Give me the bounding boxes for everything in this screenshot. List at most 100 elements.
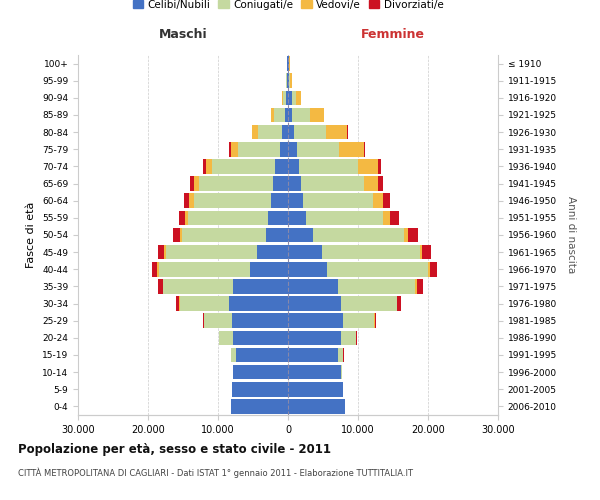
Bar: [296, 90, 301, 105]
Bar: [415, 279, 416, 293]
Bar: [287, 56, 288, 71]
Bar: [306, 210, 383, 225]
Bar: [280, 142, 288, 156]
Bar: [377, 159, 381, 174]
Bar: [288, 228, 313, 242]
Bar: [290, 74, 292, 88]
Bar: [341, 330, 356, 345]
Bar: [288, 314, 343, 328]
Bar: [164, 245, 166, 260]
Bar: [430, 262, 437, 276]
Bar: [288, 399, 344, 413]
Bar: [190, 176, 194, 191]
Bar: [374, 314, 376, 328]
Y-axis label: Fasce di età: Fasce di età: [26, 202, 37, 268]
Y-axis label: Anni di nascita: Anni di nascita: [566, 196, 577, 274]
Bar: [341, 296, 397, 311]
Bar: [188, 210, 268, 225]
Bar: [158, 279, 163, 293]
Bar: [184, 194, 190, 208]
Bar: [288, 125, 295, 140]
Bar: [271, 194, 288, 208]
Bar: [232, 348, 235, 362]
Bar: [364, 142, 365, 156]
Bar: [397, 296, 401, 311]
Bar: [428, 262, 430, 276]
Bar: [288, 245, 322, 260]
Bar: [204, 314, 232, 328]
Bar: [271, 108, 274, 122]
Bar: [272, 176, 288, 191]
Bar: [179, 296, 229, 311]
Bar: [295, 125, 326, 140]
Bar: [326, 125, 347, 140]
Bar: [288, 194, 304, 208]
Bar: [299, 159, 358, 174]
Bar: [158, 262, 250, 276]
Bar: [416, 279, 423, 293]
Bar: [297, 142, 339, 156]
Bar: [193, 194, 271, 208]
Bar: [288, 296, 341, 311]
Text: Femmine: Femmine: [361, 28, 425, 42]
Bar: [288, 330, 341, 345]
Bar: [347, 125, 348, 140]
Bar: [235, 348, 288, 362]
Bar: [288, 262, 326, 276]
Bar: [266, 228, 288, 242]
Bar: [257, 245, 288, 260]
Bar: [206, 159, 212, 174]
Bar: [158, 245, 164, 260]
Text: Maschi: Maschi: [158, 28, 208, 42]
Bar: [358, 159, 377, 174]
Bar: [326, 262, 428, 276]
Bar: [212, 159, 275, 174]
Bar: [373, 194, 383, 208]
Bar: [203, 159, 206, 174]
Bar: [364, 176, 377, 191]
Bar: [289, 74, 290, 88]
Bar: [157, 262, 158, 276]
Bar: [288, 279, 338, 293]
Bar: [288, 108, 292, 122]
Bar: [284, 108, 288, 122]
Bar: [404, 228, 409, 242]
Bar: [250, 262, 288, 276]
Bar: [238, 142, 280, 156]
Bar: [194, 176, 199, 191]
Bar: [229, 142, 230, 156]
Bar: [232, 314, 288, 328]
Bar: [288, 142, 297, 156]
Bar: [173, 228, 179, 242]
Bar: [310, 108, 324, 122]
Bar: [199, 176, 272, 191]
Bar: [343, 314, 374, 328]
Bar: [383, 194, 390, 208]
Bar: [377, 176, 383, 191]
Bar: [275, 159, 288, 174]
Bar: [409, 228, 418, 242]
Bar: [268, 210, 288, 225]
Bar: [338, 348, 343, 362]
Bar: [190, 194, 193, 208]
Bar: [182, 228, 266, 242]
Bar: [304, 194, 373, 208]
Legend: Celibi/Nubili, Coniugati/e, Vedovi/e, Divorziati/e: Celibi/Nubili, Coniugati/e, Vedovi/e, Di…: [128, 0, 448, 14]
Bar: [301, 176, 364, 191]
Bar: [292, 90, 296, 105]
Bar: [288, 348, 338, 362]
Bar: [230, 142, 238, 156]
Bar: [274, 108, 284, 122]
Bar: [258, 125, 283, 140]
Bar: [288, 176, 301, 191]
Bar: [251, 125, 253, 140]
Bar: [179, 210, 185, 225]
Bar: [322, 245, 419, 260]
Bar: [220, 330, 233, 345]
Bar: [339, 142, 364, 156]
Bar: [233, 365, 288, 380]
Bar: [338, 279, 415, 293]
Bar: [152, 262, 157, 276]
Bar: [422, 245, 431, 260]
Bar: [283, 90, 286, 105]
